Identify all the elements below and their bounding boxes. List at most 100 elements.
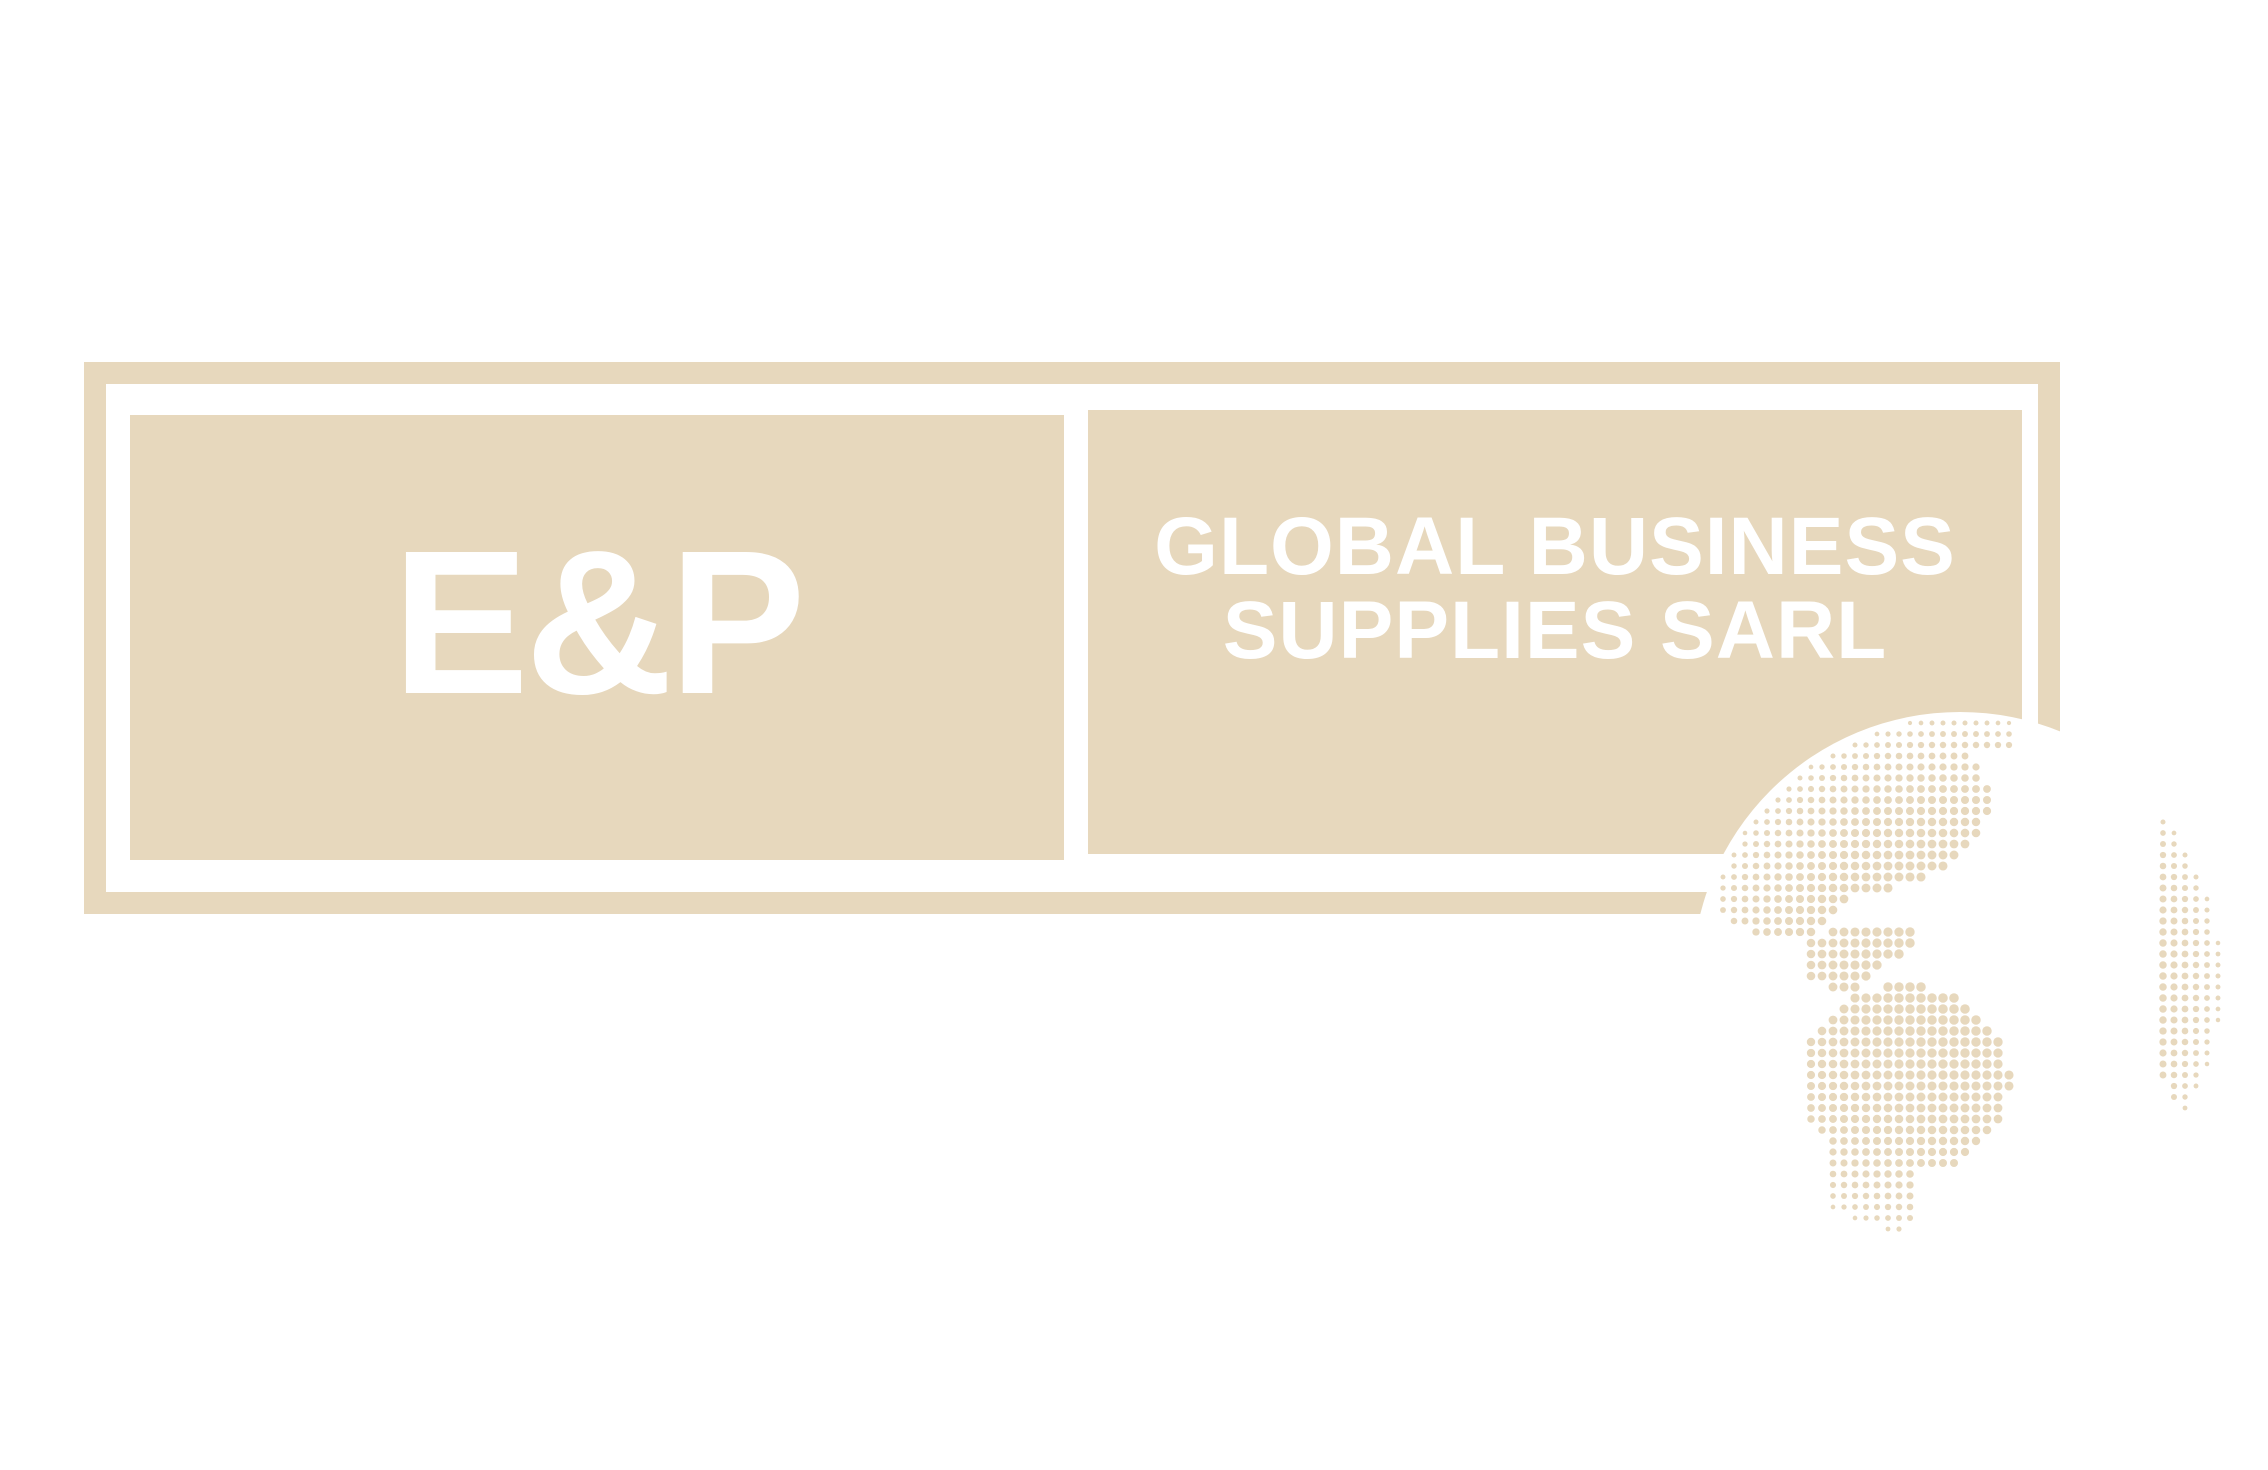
- globe-dot: [1850, 971, 1860, 981]
- globe-dot: [2181, 1016, 2189, 1024]
- globe-dot: [1927, 1081, 1937, 1091]
- globe-dot: [1850, 1070, 1860, 1080]
- globe-dot: [1851, 796, 1859, 804]
- globe-dot: [1796, 807, 1804, 815]
- globe-dot: [1806, 1048, 1816, 1058]
- globe-dot: [1861, 938, 1871, 948]
- globe-dot: [1905, 1059, 1915, 1069]
- globe-dot: [1939, 774, 1947, 782]
- globe-dot: [2005, 741, 2013, 749]
- globe-dot: [1938, 1103, 1948, 1113]
- globe-dot: [1949, 1059, 1959, 1069]
- globe-dot: [1872, 1103, 1882, 1113]
- globe-dot: [1895, 1170, 1903, 1178]
- globe-dot: [1829, 1148, 1837, 1156]
- globe-dot: [1861, 1103, 1871, 1113]
- globe-dot: [1742, 830, 1748, 836]
- globe-dot: [1807, 807, 1815, 815]
- globe-dot: [1949, 1037, 1959, 1047]
- globe-dot: [1895, 1181, 1903, 1189]
- globe-dot: [1817, 883, 1827, 893]
- globe-dot: [2215, 962, 2221, 968]
- globe-dot: [1828, 982, 1838, 992]
- globe-dot: [1884, 1148, 1892, 1156]
- globe-dot: [1927, 1092, 1937, 1102]
- globe-dot: [1817, 1092, 1827, 1102]
- globe-dot: [1982, 1114, 1992, 1124]
- globe-dot: [1939, 785, 1947, 793]
- globe-dot: [2181, 939, 2189, 947]
- globe-dot: [1850, 1114, 1860, 1124]
- globe-dot: [1961, 774, 1969, 782]
- globe-dot: [1861, 1015, 1871, 1025]
- globe-dot: [1742, 841, 1748, 847]
- globe-dot: [1840, 1170, 1848, 1178]
- globe-dot: [1960, 1048, 1970, 1058]
- globe-dot: [1828, 927, 1838, 937]
- globe-dot: [1774, 884, 1782, 892]
- globe-dot: [1949, 795, 1959, 805]
- globe-dot: [1906, 1159, 1914, 1167]
- globe-dot: [1883, 1081, 1893, 1091]
- globe-dot: [1993, 1070, 2003, 1080]
- globe-dot: [1961, 752, 1969, 760]
- globe-dot: [1872, 828, 1882, 838]
- globe-dot: [2192, 1038, 2200, 1046]
- globe-dot: [1830, 764, 1836, 770]
- globe-dot: [1884, 796, 1892, 804]
- globe-dot: [1927, 1015, 1937, 1025]
- globe-dot: [1939, 763, 1947, 771]
- globe-dot: [1883, 1048, 1893, 1058]
- globe-dot: [1873, 752, 1881, 760]
- globe-dot: [1960, 795, 1970, 805]
- globe-dot: [1949, 1081, 1959, 1091]
- globe-dot: [1817, 905, 1827, 915]
- globe-dot: [2182, 863, 2188, 869]
- globe-dot: [1841, 1204, 1847, 1210]
- globe-dot: [1786, 797, 1792, 803]
- globe-dot: [1949, 1048, 1959, 1058]
- globe-dot: [1796, 840, 1804, 848]
- globe-dot: [1905, 1015, 1915, 1025]
- globe-dot: [1960, 1136, 1970, 1146]
- globe-dot: [1994, 741, 2002, 749]
- globe-dot: [2159, 1016, 2167, 1024]
- globe-dot: [1874, 731, 1880, 737]
- globe-dot: [1850, 839, 1860, 849]
- globe-dot: [1917, 1159, 1925, 1167]
- globe-dot: [1828, 1015, 1838, 1025]
- globe-dot: [1861, 971, 1871, 981]
- globe-dot: [1883, 861, 1893, 871]
- globe-dot: [2159, 1038, 2167, 1046]
- globe-dot: [1916, 1048, 1926, 1058]
- globe-dot: [1806, 971, 1816, 981]
- globe-dot: [1764, 808, 1770, 814]
- globe-dot: [1929, 731, 1935, 737]
- globe-dot: [1829, 774, 1837, 782]
- globe-dot: [1927, 850, 1937, 860]
- globe-dot: [1731, 852, 1737, 858]
- globe-dot: [1927, 1026, 1937, 1036]
- globe-dot: [1872, 1026, 1882, 1036]
- globe-dot: [1862, 818, 1870, 826]
- globe-dot: [2204, 995, 2210, 1001]
- globe-dot: [2159, 961, 2167, 969]
- globe-dot: [1960, 1103, 1970, 1113]
- globe-dot: [1928, 763, 1936, 771]
- globe-dot: [2215, 940, 2221, 946]
- globe-dot: [1971, 1092, 1981, 1102]
- company-name-line-2: SUPPLIES SARL: [1222, 585, 1888, 676]
- globe-dot: [1806, 1037, 1816, 1047]
- globe-dot: [1850, 1037, 1860, 1047]
- globe-dot: [1960, 1092, 1970, 1102]
- globe-dot: [1938, 1026, 1948, 1036]
- globe-dot: [2193, 874, 2199, 880]
- globe-dot: [2159, 994, 2167, 1002]
- globe-dot: [1905, 1136, 1915, 1146]
- globe-dot: [1905, 1037, 1915, 1047]
- globe-dot: [1960, 1125, 1970, 1135]
- globe-dot: [2193, 885, 2199, 891]
- globe-dot: [1851, 1126, 1859, 1134]
- globe-dot: [1863, 742, 1869, 748]
- globe-dot: [1763, 928, 1771, 936]
